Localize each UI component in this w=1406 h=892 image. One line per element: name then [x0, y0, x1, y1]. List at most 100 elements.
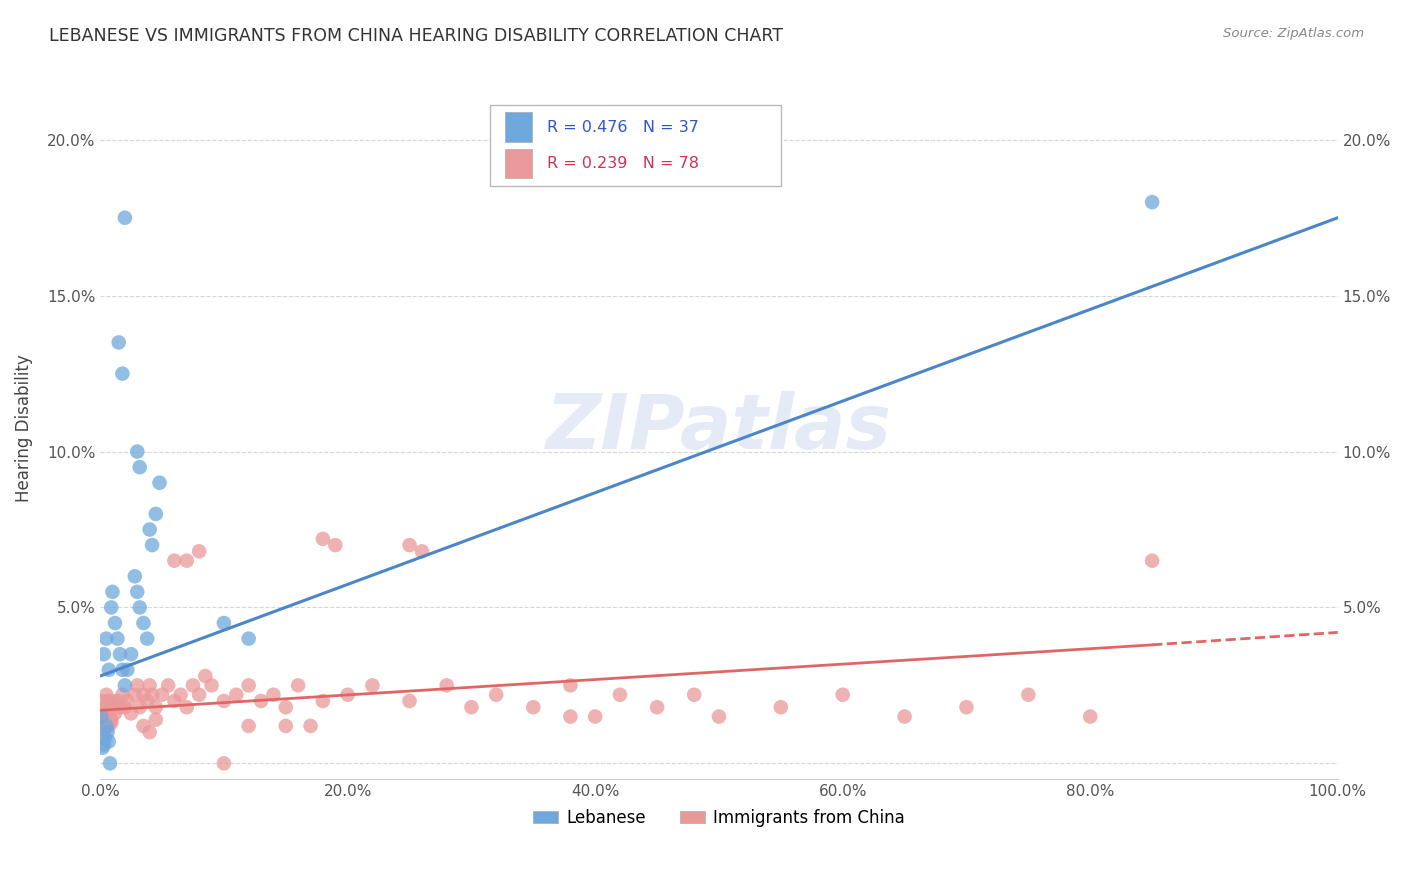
Text: ZIPatlas: ZIPatlas: [546, 392, 891, 466]
Legend: Lebanese, Immigrants from China: Lebanese, Immigrants from China: [527, 803, 911, 834]
Point: [361, 678, 384, 692]
Point: [96, 706, 118, 721]
Point: [128, 600, 150, 615]
Point: [97, 663, 120, 677]
Point: [145, 507, 167, 521]
Point: [141, 688, 163, 702]
Point: [127, 444, 149, 458]
Point: [609, 688, 631, 702]
Point: [176, 700, 198, 714]
Point: [94, 715, 117, 730]
Point: [107, 632, 129, 646]
Point: [169, 688, 191, 702]
Point: [485, 688, 508, 702]
Point: [460, 700, 482, 714]
Point: [141, 538, 163, 552]
Point: [132, 688, 155, 702]
Point: [955, 700, 977, 714]
Point: [108, 647, 131, 661]
Point: [98, 756, 121, 771]
Point: [128, 700, 150, 714]
Point: [96, 713, 118, 727]
Text: R = 0.476   N = 37: R = 0.476 N = 37: [547, 120, 699, 135]
Point: [100, 600, 122, 615]
Point: [94, 731, 117, 746]
Point: [1140, 554, 1163, 568]
Point: [91, 740, 114, 755]
Point: [90, 709, 112, 723]
Point: [93, 709, 115, 723]
Point: [560, 678, 582, 692]
Point: [323, 538, 346, 552]
Point: [411, 544, 433, 558]
Point: [238, 719, 260, 733]
Point: [100, 715, 122, 730]
Point: [96, 725, 118, 739]
Point: [138, 523, 160, 537]
Point: [124, 688, 146, 702]
Point: [98, 709, 121, 723]
Point: [769, 700, 792, 714]
Point: [114, 700, 136, 714]
Point: [136, 632, 159, 646]
Point: [312, 532, 335, 546]
Point: [250, 694, 273, 708]
Point: [100, 713, 122, 727]
Point: [212, 615, 235, 630]
Point: [132, 615, 155, 630]
Point: [287, 678, 309, 692]
Point: [212, 694, 235, 708]
Point: [93, 738, 115, 752]
Point: [138, 725, 160, 739]
Point: [96, 688, 118, 702]
Point: [150, 688, 173, 702]
Point: [97, 694, 120, 708]
FancyBboxPatch shape: [505, 112, 531, 142]
FancyBboxPatch shape: [505, 149, 531, 178]
Point: [124, 569, 146, 583]
Point: [117, 694, 139, 708]
Text: R = 0.239   N = 78: R = 0.239 N = 78: [547, 156, 699, 171]
Point: [101, 585, 124, 599]
Point: [97, 734, 120, 748]
Point: [583, 709, 606, 723]
Point: [138, 678, 160, 692]
Point: [145, 713, 167, 727]
Point: [1017, 688, 1039, 702]
Point: [93, 647, 115, 661]
Point: [101, 694, 124, 708]
Y-axis label: Hearing Disability: Hearing Disability: [15, 354, 32, 502]
Point: [108, 700, 131, 714]
Point: [522, 700, 544, 714]
Point: [683, 688, 706, 702]
Point: [707, 709, 730, 723]
Point: [90, 719, 112, 733]
Point: [274, 719, 297, 733]
Text: LEBANESE VS IMMIGRANTS FROM CHINA HEARING DISABILITY CORRELATION CHART: LEBANESE VS IMMIGRANTS FROM CHINA HEARIN…: [49, 27, 783, 45]
Point: [114, 211, 136, 225]
Point: [117, 663, 139, 677]
Point: [111, 367, 134, 381]
Point: [163, 554, 186, 568]
Point: [127, 678, 149, 692]
Point: [645, 700, 668, 714]
Point: [96, 719, 118, 733]
Point: [262, 688, 284, 702]
Point: [91, 709, 114, 723]
Point: [97, 719, 120, 733]
Point: [398, 694, 420, 708]
Point: [181, 678, 204, 692]
Point: [188, 688, 211, 702]
Point: [98, 700, 121, 714]
Point: [136, 694, 159, 708]
Point: [120, 706, 142, 721]
Point: [91, 694, 114, 708]
Point: [107, 335, 129, 350]
Point: [107, 694, 129, 708]
Point: [312, 694, 335, 708]
Point: [1140, 195, 1163, 210]
Text: Source: ZipAtlas.com: Source: ZipAtlas.com: [1223, 27, 1364, 40]
Point: [200, 678, 222, 692]
Point: [94, 700, 117, 714]
Point: [225, 688, 247, 702]
